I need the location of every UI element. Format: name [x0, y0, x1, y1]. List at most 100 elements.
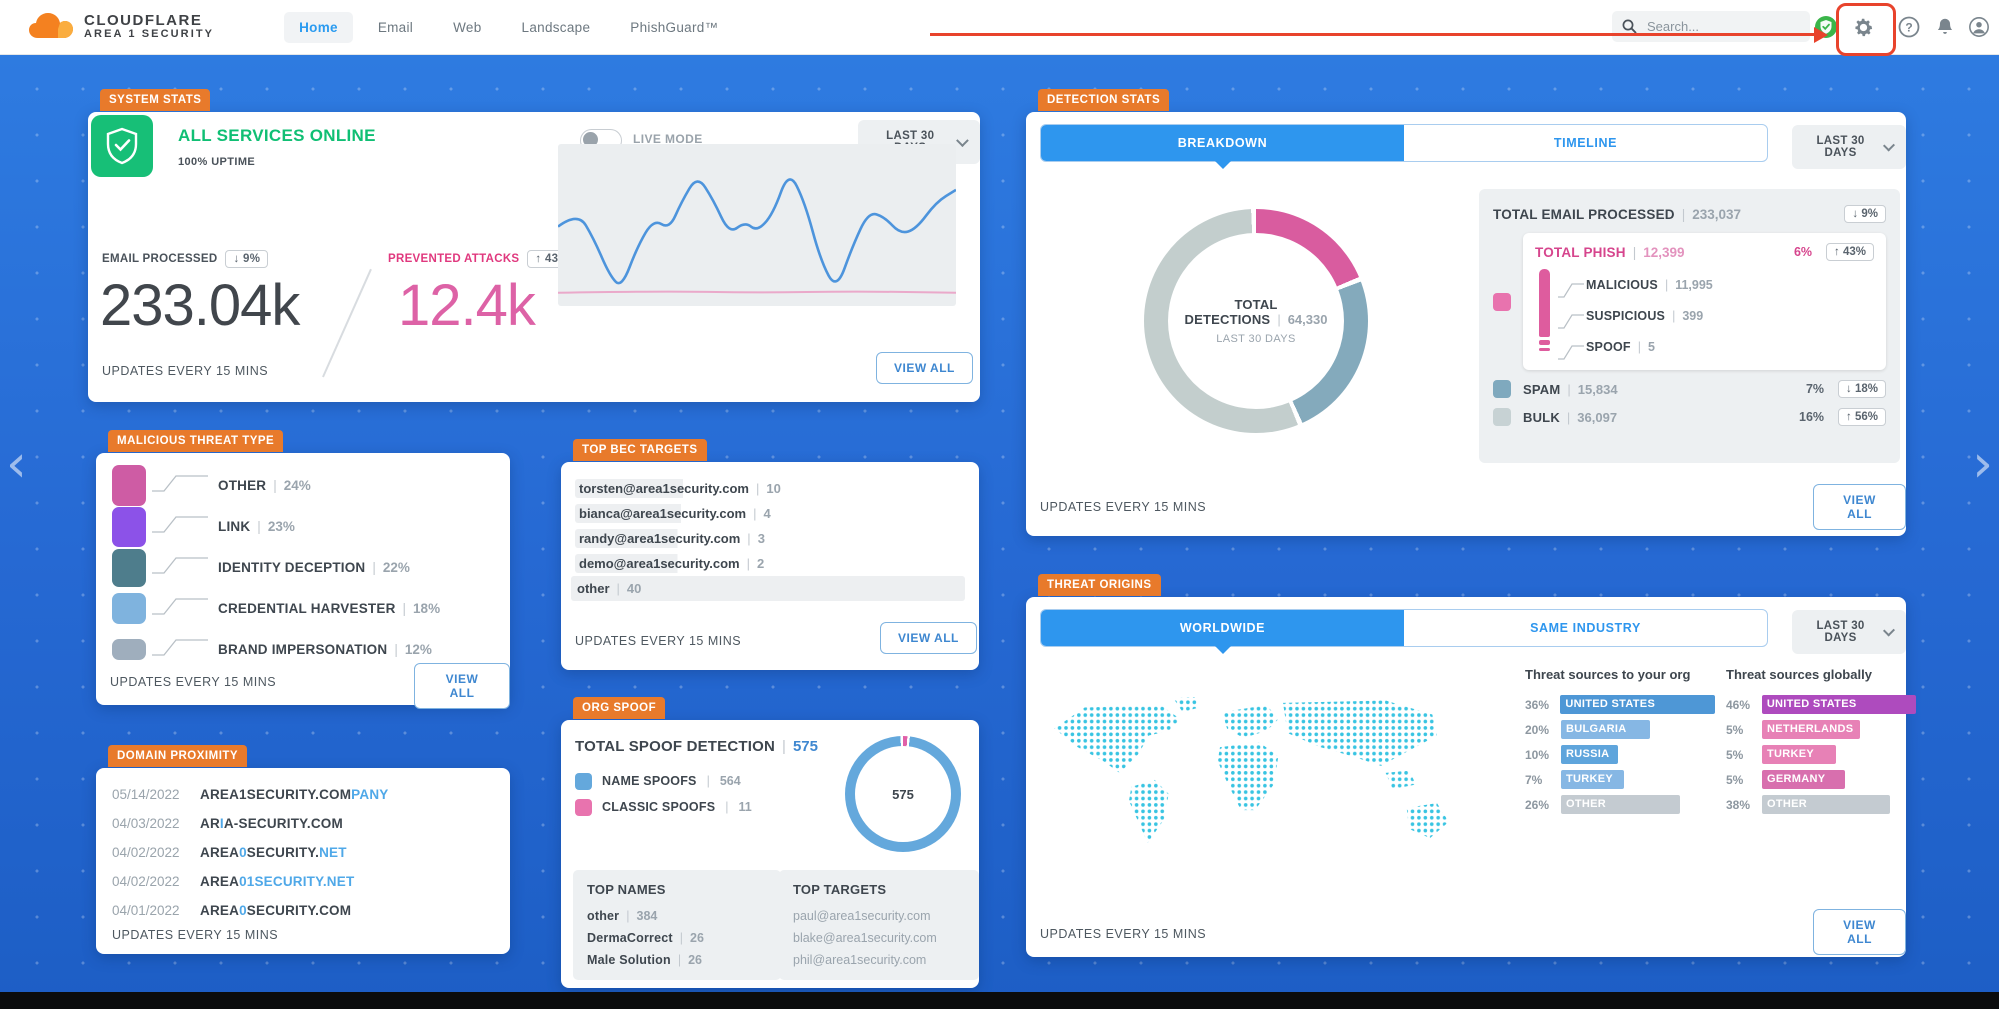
category-delta: ↓ 18% — [1838, 380, 1886, 398]
nav-item-email[interactable]: Email — [377, 19, 414, 35]
threat-type-row: OTHER24% — [112, 465, 510, 506]
updates-note: UPDATES EVERY 15 MINS — [102, 364, 269, 378]
legend-label: NAME SPOOFS — [602, 774, 697, 788]
phish-row: TOTAL PHISH 12,399 6% ↑ 43% MALICIOUS 11,… — [1493, 233, 1886, 370]
updates-note: UPDATES EVERY 15 MINS — [110, 675, 277, 689]
carousel-left-chevron[interactable]: ‹ — [6, 434, 27, 494]
bec-target-row[interactable]: demo@area1security.com 2 — [575, 551, 965, 576]
brand-logo[interactable]: CLOUDFLARE AREA 1 SECURITY — [28, 12, 214, 42]
help-icon[interactable]: ? — [1896, 14, 1922, 40]
source-pct: 38% — [1726, 797, 1751, 812]
domain-date: 04/01/2022 — [112, 903, 180, 918]
updates-note: UPDATES EVERY 15 MINS — [575, 634, 742, 648]
origins-range-dropdown[interactable]: LAST 30 DAYS — [1792, 610, 1906, 654]
domain-row[interactable]: 04/03/2022 ARIA-SECURITY.COM — [112, 809, 510, 838]
threat-type-swatch — [112, 639, 146, 660]
threat-type-view-all-button[interactable]: VIEW ALL — [414, 663, 510, 709]
category-pct: 7% — [1805, 382, 1825, 396]
domain-name: AREA0SECURITY.NET — [200, 845, 347, 860]
detection-range-dropdown[interactable]: LAST 30 DAYS — [1792, 125, 1906, 169]
legend-swatch — [575, 798, 592, 816]
notifications-bell-icon[interactable] — [1932, 14, 1958, 40]
domain-row[interactable]: 04/01/2022 AREA0SECURITY.COM — [112, 896, 510, 925]
origins-view-all-button[interactable]: VIEW ALL — [1813, 909, 1906, 955]
source-row: 46% UNITED STATES — [1726, 692, 1916, 717]
domain-date: 05/14/2022 — [112, 787, 180, 802]
source-pct: 5% — [1726, 722, 1744, 737]
updates-note: UPDATES EVERY 15 MINS — [1040, 500, 1207, 514]
detection-breakdown-panel: TOTAL EMAIL PROCESSED 233,037 ↓ 9% TOTAL… — [1479, 189, 1900, 463]
donut-center-sub: LAST 30 DAYS — [1216, 333, 1296, 345]
nav-item-home[interactable]: Home — [284, 11, 353, 43]
search-input[interactable] — [1645, 18, 1769, 35]
domain-row[interactable]: 04/02/2022 AREA01SECURITY.NET — [112, 867, 510, 896]
phish-pct: 6% — [1793, 245, 1813, 259]
legend-value: 11 — [738, 800, 752, 814]
services-shield-icon — [91, 115, 153, 177]
bec-view-all-button[interactable]: VIEW ALL — [880, 622, 977, 654]
domain-row[interactable]: 05/14/2022 AREA1SECURITY.COMPANY — [112, 780, 510, 809]
top-name: DermaCorrect — [587, 931, 673, 945]
connector-line — [150, 588, 214, 629]
top-targets-row: phil@area1security.com — [793, 949, 965, 971]
tab-breakdown[interactable]: BREAKDOWN — [1041, 125, 1404, 169]
phish-child-value: 11,995 — [1675, 277, 1713, 292]
sources-org-column: Threat sources to your org 36% UNITED STAT… — [1525, 667, 1715, 817]
domain-date: 04/02/2022 — [112, 845, 180, 860]
source-row: 36% UNITED STATES — [1525, 692, 1715, 717]
source-country-bar: OTHER — [1561, 795, 1680, 814]
system-view-all-button[interactable]: VIEW ALL — [876, 352, 973, 384]
settings-gear-icon[interactable] — [1850, 14, 1876, 40]
user-account-icon[interactable] — [1966, 14, 1992, 40]
nav-item-web[interactable]: Web — [453, 19, 482, 35]
bec-target-row[interactable]: randy@area1security.com 3 — [575, 526, 965, 551]
phish-child-label: MALICIOUS — [1586, 277, 1658, 292]
top-targets-panel: TOP TARGETS paul@area1security.com blake@… — [779, 870, 979, 980]
category-value: 15,834 — [1577, 381, 1618, 397]
threat-type-label: OTHER24% — [218, 478, 311, 493]
donut-center-label: TOTAL DETECTIONS — [1184, 297, 1278, 327]
bec-target-row[interactable]: torsten@area1security.com 10 — [575, 476, 965, 501]
nav-item-landscape[interactable]: Landscape — [521, 19, 591, 35]
source-pct: 36% — [1525, 697, 1550, 712]
detections-donut-chart: TOTAL DETECTIONS 64,330 LAST 30 DAYS — [1144, 209, 1368, 433]
chevron-down-icon — [1883, 624, 1896, 637]
source-pct: 20% — [1525, 722, 1550, 737]
source-row: 10% RUSSIA — [1525, 742, 1715, 767]
top-target-email: paul@area1security.com — [793, 909, 931, 923]
domain-row[interactable]: 04/02/2022 AREA0SECURITY.NET — [112, 838, 510, 867]
uptime-text: 100% UPTIME — [178, 156, 256, 168]
top-name-count: 384 — [636, 909, 658, 923]
top-names-panel: TOP NAMES other384DermaCorrect26Male Sol… — [573, 870, 781, 980]
bec-target-count: 10 — [766, 481, 781, 496]
nav-item-phishguard[interactable]: PhishGuard™ — [630, 19, 719, 35]
phish-color-swatch — [1493, 292, 1511, 311]
bec-target-row[interactable]: other 40 — [571, 576, 965, 601]
bec-target-count: 4 — [763, 506, 771, 521]
phish-child-row: SPOOF 5 — [1556, 331, 1874, 362]
bec-target-row[interactable]: bianca@area1security.com 4 — [575, 501, 965, 526]
tab-same-industry[interactable]: SAME INDUSTRY — [1530, 621, 1641, 635]
phish-label: TOTAL PHISH — [1535, 244, 1626, 260]
services-status-text: ALL SERVICES ONLINE — [178, 126, 376, 145]
org-spoof-card: ORG SPOOF TOTAL SPOOF DETECTION 575 NAME … — [561, 697, 979, 988]
phish-stacked-bar — [1539, 269, 1550, 362]
threat-type-swatch — [112, 593, 146, 624]
source-row: 38% OTHER — [1726, 792, 1916, 817]
category-value: 36,097 — [1577, 409, 1618, 425]
sources-column-title: Threat sources to your org — [1525, 667, 1691, 682]
search-icon — [1622, 19, 1637, 34]
tab-timeline[interactable]: TIMELINE — [1553, 136, 1618, 150]
phish-child-label: SUSPICIOUS — [1586, 308, 1666, 323]
total-processed-delta: ↓ 9% — [1844, 205, 1886, 223]
carousel-right-chevron[interactable]: › — [1972, 434, 1993, 494]
tab-worldwide[interactable]: WORLDWIDE — [1041, 610, 1404, 654]
source-pct: 5% — [1726, 747, 1744, 762]
domain-name: AREA0SECURITY.COM — [200, 903, 352, 918]
nav-menu: Home Email Web Landscape PhishGuard™ — [284, 11, 733, 43]
top-name: Male Solution — [587, 953, 671, 967]
spoof-donut-center: 575 — [892, 786, 914, 802]
detection-view-all-button[interactable]: VIEW ALL — [1813, 484, 1906, 530]
detection-tabs: BREAKDOWN TIMELINE — [1040, 124, 1768, 169]
